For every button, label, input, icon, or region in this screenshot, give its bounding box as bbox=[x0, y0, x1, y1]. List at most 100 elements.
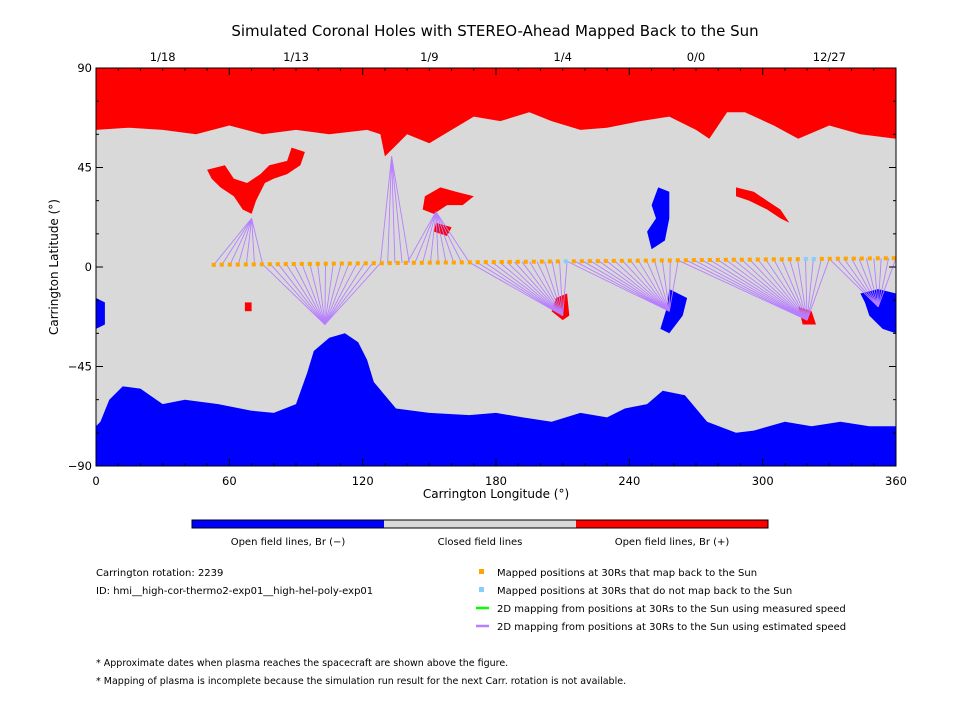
mapping-line-5-1 bbox=[574, 260, 670, 312]
mapping-line-6-1 bbox=[686, 259, 808, 321]
track-point-mapped bbox=[307, 261, 312, 266]
mapping-line-1-4 bbox=[293, 263, 326, 325]
track-point-mapped bbox=[363, 261, 368, 266]
mapping-line-5-5 bbox=[606, 260, 670, 312]
y-tick-label: 0 bbox=[85, 260, 92, 274]
track-point-mapped bbox=[699, 258, 704, 262]
mapping-line-0-1 bbox=[221, 218, 252, 265]
track-points bbox=[211, 256, 896, 267]
mapping-line-3-5 bbox=[435, 211, 447, 263]
coronal-hole-regions bbox=[96, 68, 896, 466]
mapping-line-6-2 bbox=[693, 259, 808, 321]
mapping-line-7-2 bbox=[843, 258, 879, 308]
run-id-text: ID: hmi__high-cor-thermo2-exp01__high-he… bbox=[96, 586, 373, 597]
track-point-mapped bbox=[507, 259, 512, 264]
mapping-line-2-2 bbox=[391, 156, 396, 264]
track-point-mapped bbox=[723, 257, 728, 262]
carrington-rotation-text: Carrington rotation: 2239 bbox=[96, 568, 223, 579]
track-point-mapped bbox=[411, 260, 416, 265]
mapping-line-1-15 bbox=[324, 262, 381, 325]
mapping-line-5-2 bbox=[582, 260, 670, 312]
x-tick-label: 0 bbox=[92, 474, 99, 488]
track-point-mapped bbox=[883, 256, 888, 261]
mapping-line-4-1 bbox=[476, 261, 563, 316]
track-point-mapped bbox=[747, 257, 752, 262]
y-axis-label: Carrington Latitude (°) bbox=[47, 199, 61, 335]
mapping-line-0-5 bbox=[251, 218, 255, 265]
colorbar-negative bbox=[192, 520, 384, 528]
hole-positive-68s bbox=[244, 302, 252, 312]
track-point-mapped bbox=[603, 259, 608, 263]
top-date-label: 1/9 bbox=[420, 50, 439, 64]
track-point-mapped bbox=[451, 260, 456, 265]
track-point-mapped bbox=[675, 258, 680, 263]
plot-area bbox=[96, 68, 896, 466]
track-point-mapped bbox=[291, 262, 296, 266]
track-point-mapped bbox=[779, 257, 784, 262]
colorbar-positive bbox=[576, 520, 768, 528]
mapping-line-5-4 bbox=[598, 260, 670, 312]
track-point-mapped bbox=[627, 258, 632, 263]
mapping-line-5-13 bbox=[668, 260, 671, 312]
colorbar-label-negative: Open field lines, Br (−) bbox=[231, 537, 346, 548]
track-point-mapped bbox=[843, 256, 848, 261]
mapping-line-4-10 bbox=[544, 261, 564, 316]
track-point-mapped bbox=[427, 260, 432, 265]
colorbar-frame bbox=[191, 519, 769, 529]
track-point-mapped bbox=[579, 259, 584, 264]
mapping-line-6-7 bbox=[733, 259, 808, 321]
mapping-line-4-8 bbox=[529, 261, 564, 316]
track-point-mapped bbox=[819, 256, 824, 261]
track-point-mapped bbox=[347, 261, 352, 266]
track-point-mapped bbox=[731, 257, 736, 262]
x-tick-label: 300 bbox=[752, 474, 774, 488]
track-point-mapped bbox=[515, 259, 520, 264]
mapping-line-6-14 bbox=[789, 259, 808, 321]
track-point-mapped bbox=[499, 260, 504, 264]
mapping-line-1-3 bbox=[285, 263, 326, 325]
x-tick-label: 180 bbox=[485, 474, 507, 488]
legend-estimated-label: 2D mapping from positions at 30Rs to the… bbox=[497, 622, 846, 633]
track-point-mapped bbox=[459, 260, 464, 265]
mapping-line-6-0 bbox=[678, 259, 808, 321]
mapping-line-1-6 bbox=[309, 263, 326, 325]
track-point-mapped bbox=[467, 260, 472, 265]
mapping-line-4-11 bbox=[551, 261, 564, 316]
mapping-line-5-3 bbox=[590, 260, 670, 312]
mapping-line-1-1 bbox=[270, 263, 326, 325]
track-point-mapped bbox=[659, 258, 664, 263]
mapping-line-1-8 bbox=[324, 263, 326, 325]
mapping-line-7-5 bbox=[865, 258, 879, 307]
track-point-not-mapped bbox=[811, 257, 816, 261]
y-tick-label: 90 bbox=[77, 61, 92, 75]
track-point-mapped bbox=[403, 260, 408, 265]
mapping-line-4-6 bbox=[514, 261, 564, 316]
top-date-label: 0/0 bbox=[687, 50, 706, 64]
track-point-mapped bbox=[323, 261, 328, 266]
colorbar-label-positive: Open field lines, Br (+) bbox=[615, 537, 730, 548]
mapping-line-1-0 bbox=[262, 263, 326, 325]
track-point-mapped bbox=[867, 256, 872, 261]
track-point-not-mapped bbox=[803, 257, 808, 261]
mapping-line-3-3 bbox=[429, 211, 437, 263]
mapping-line-0-3 bbox=[237, 218, 253, 265]
track-point-mapped bbox=[539, 259, 544, 264]
mapping-line-6-10 bbox=[757, 259, 808, 321]
mapping-line-4-5 bbox=[506, 261, 564, 316]
y-tick-label: 45 bbox=[77, 161, 92, 175]
track-point-mapped bbox=[795, 257, 800, 262]
x-tick-label: 60 bbox=[222, 474, 237, 488]
mapping-line-5-9 bbox=[638, 260, 670, 312]
mapping-line-6-19 bbox=[806, 258, 830, 321]
mapping-line-1-14 bbox=[324, 262, 373, 325]
track-point-mapped bbox=[251, 262, 256, 267]
track-point-mapped bbox=[755, 257, 760, 262]
colorbar-label-closed: Closed field lines bbox=[438, 537, 523, 548]
track-point-mapped bbox=[331, 261, 336, 266]
mapping-line-1-12 bbox=[324, 263, 358, 325]
mapping-line-6-11 bbox=[765, 259, 808, 321]
hole-negative-0 bbox=[96, 298, 105, 329]
mapping-line-3-0 bbox=[406, 211, 437, 264]
mapping-line-4-2 bbox=[484, 261, 563, 316]
